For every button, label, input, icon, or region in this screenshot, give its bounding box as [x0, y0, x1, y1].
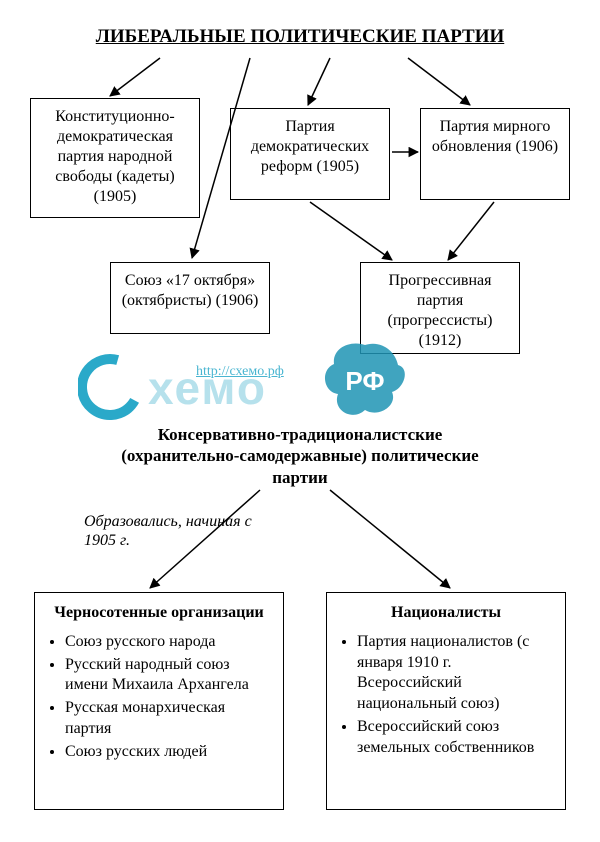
list-item: Партия националистов (с января 1910 г. В… [357, 632, 553, 715]
list-item: Русская монархическая партия [65, 698, 271, 740]
node-text: Конституционно-демократическая партия на… [55, 108, 174, 205]
node-text: Прогрессивная партия (прогрессисты) (191… [388, 272, 493, 349]
node-text: Партия мирного обновления (1906) [432, 118, 558, 155]
list-item: Союз русского народа [65, 632, 271, 653]
watermark-blot: РФ [320, 340, 410, 420]
box-nationalisty: Националисты Партия националистов (с янв… [326, 592, 566, 810]
diagram-stage: ЛИБЕРАЛЬНЫЕ ПОЛИТИЧЕСКИЕ ПАРТИИ Конститу… [0, 0, 600, 842]
box-chernosotennye: Черносотенные организации Союз русского … [34, 592, 284, 810]
node-text: Партия демократических реформ (1905) [251, 118, 369, 175]
node-dem-reform: Партия демократических реформ (1905) [230, 108, 390, 200]
node-text: Союз «17 октября» (октябристы) (1906) [122, 272, 259, 309]
list-title-right: Националисты [339, 603, 553, 624]
list-item: Союз русских людей [65, 742, 271, 763]
list-left: Союз русского народа Русский народный со… [47, 632, 271, 763]
list-right: Партия националистов (с января 1910 г. В… [339, 632, 553, 759]
list-item: Русский народный союз имени Михаила Арха… [65, 655, 271, 697]
watermark-link: http://схемо.рф [196, 364, 284, 380]
node-kadety: Конституционно-демократическая партия на… [30, 98, 200, 218]
node-oktyabristy: Союз «17 октября» (октябристы) (1906) [110, 262, 270, 334]
list-item: Всероссийский союз земельных собственник… [357, 717, 553, 759]
node-mirnoe-obnovlenie: Партия мирного обновления (1906) [420, 108, 570, 200]
list-title-left: Черносотенные организации [47, 603, 271, 624]
section2-note: Образовались, начиная с 1905 г. [84, 512, 254, 550]
main-title: ЛИБЕРАЛЬНЫЕ ПОЛИТИЧЕСКИЕ ПАРТИИ [0, 26, 600, 48]
watermark-blot-text: РФ [345, 366, 384, 396]
section2-title: Консервативно-традиционалистские (охрани… [100, 424, 500, 488]
